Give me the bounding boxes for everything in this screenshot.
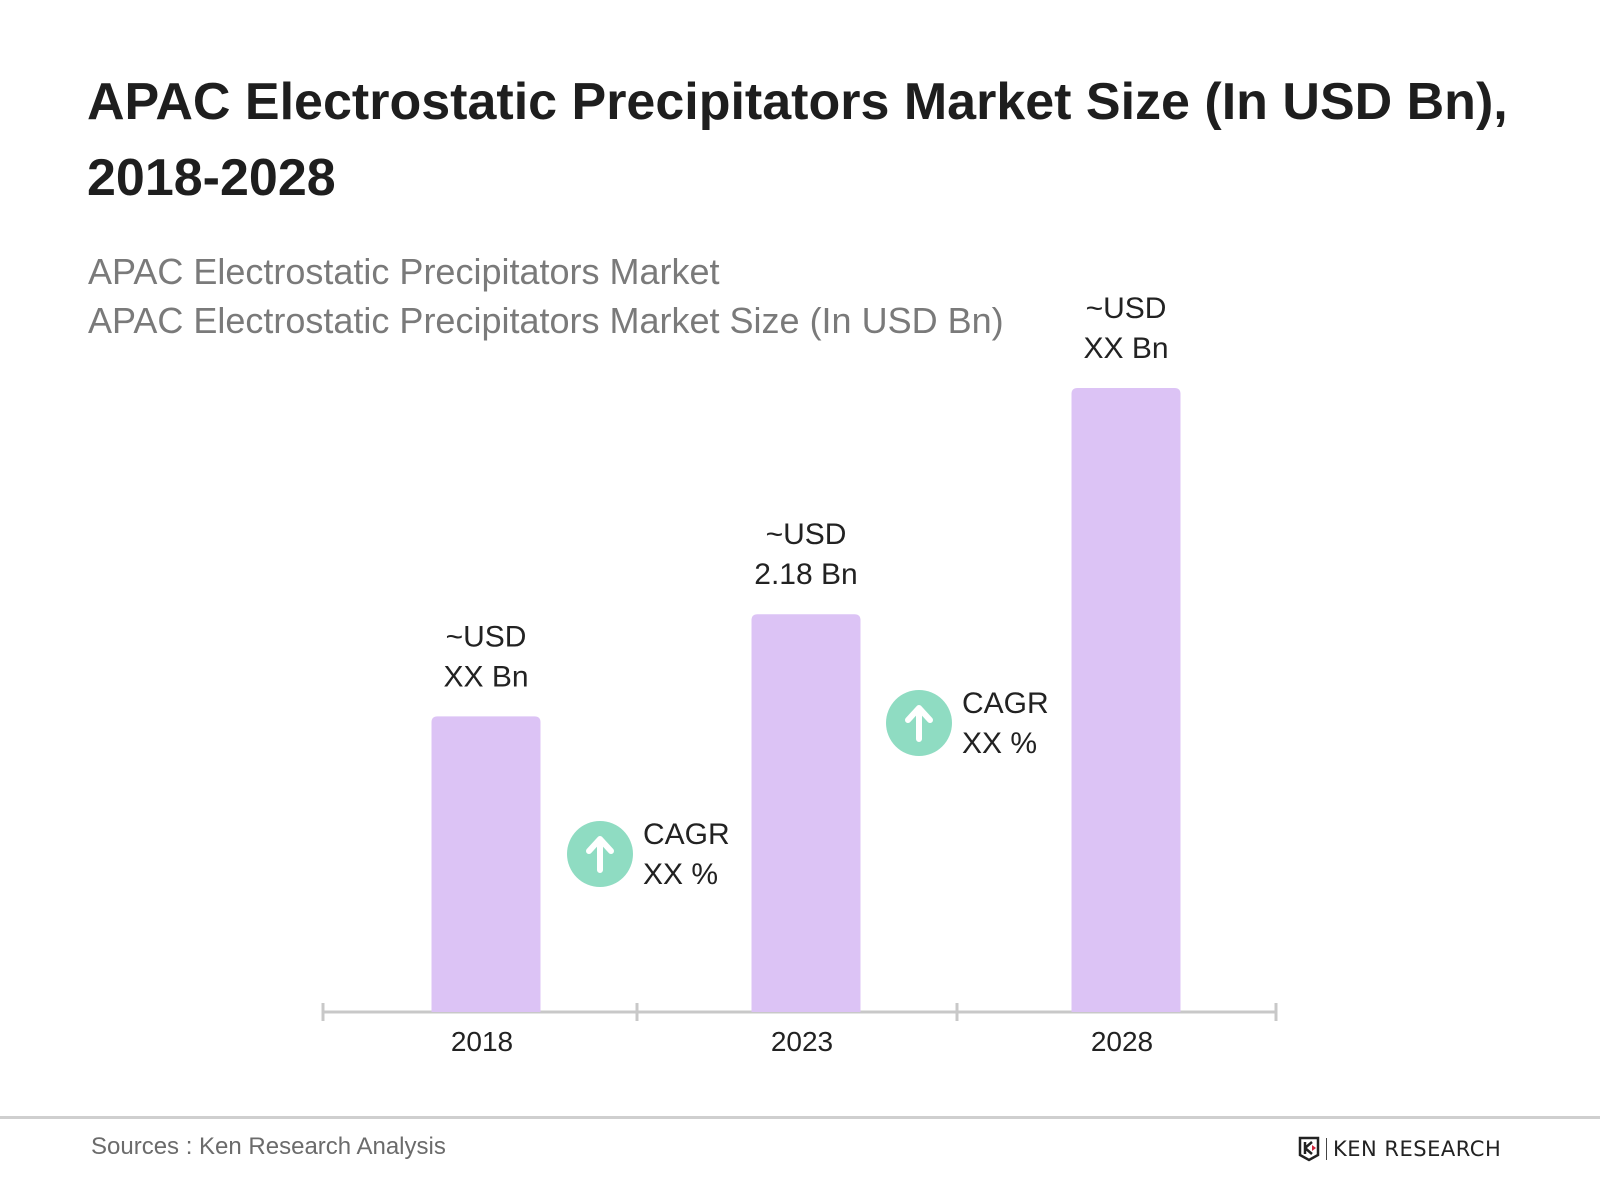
ken-research-logo-icon — [1298, 1136, 1320, 1162]
bar-2023 — [751, 614, 861, 1012]
arrow-up-icon — [586, 836, 614, 873]
data-label-2028: XX Bn — [1083, 332, 1168, 365]
data-label-2028: ~USD — [1086, 292, 1167, 325]
data-label-2023: 2.18 Bn — [754, 558, 857, 591]
bar-2018 — [431, 716, 541, 1012]
footer-divider — [0, 1116, 1600, 1119]
data-label-2018: XX Bn — [443, 660, 528, 693]
data-label-2023: ~USD — [766, 518, 847, 551]
arrow-up-icon — [905, 705, 933, 742]
bar-2028 — [1071, 388, 1181, 1012]
cagr-label: XX % — [962, 727, 1037, 760]
data-label-2018: ~USD — [446, 620, 527, 653]
x-tick-label-2018: 2018 — [451, 1026, 513, 1057]
cagr-label: CAGR — [962, 687, 1049, 720]
bar-chart: ~USD XX Bn 2018 ~USD 2.18 Bn 2023 ~USD XX Bn 202… — [321, 292, 1278, 1057]
logo-divider — [1326, 1138, 1327, 1160]
sources-text: Sources : Ken Research Analysis — [91, 1133, 446, 1160]
cagr-label: XX % — [643, 858, 718, 891]
x-tick-label-2023: 2023 — [771, 1026, 833, 1057]
chart-subtitle-2: APAC Electrostatic Precipitators Market … — [88, 300, 1004, 341]
cagr-label: CAGR — [643, 818, 730, 851]
chart-subtitle: APAC Electrostatic Precipitators Market — [88, 251, 720, 292]
logo-text: KEN RESEARCH — [1333, 1137, 1502, 1161]
ken-research-logo: KEN RESEARCH — [1298, 1136, 1501, 1162]
chart-title: APAC Electrostatic Precipitators Market … — [87, 73, 1508, 207]
x-tick-label-2028: 2028 — [1091, 1026, 1153, 1057]
